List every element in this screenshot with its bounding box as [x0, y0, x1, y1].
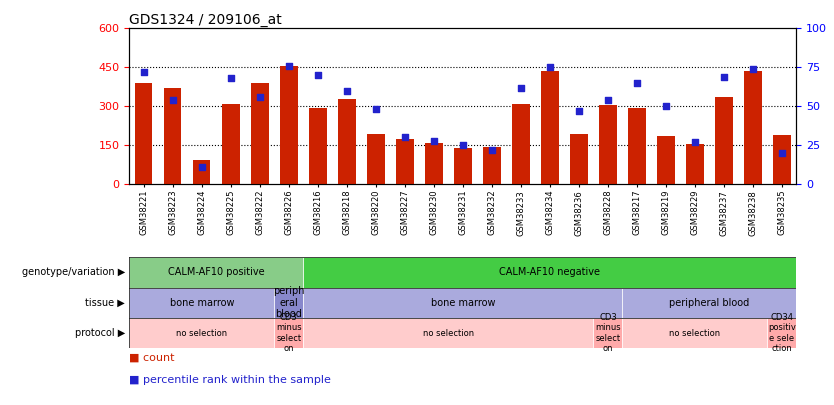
Point [137, 69, 150, 75]
Text: CALM-AF10 positive: CALM-AF10 positive [168, 267, 264, 277]
Bar [483, 147, 500, 184]
Bar [599, 105, 616, 184]
Point [427, 137, 440, 144]
Text: genotype/variation ▶: genotype/variation ▶ [22, 267, 125, 277]
Point [515, 84, 528, 91]
Bar [657, 136, 675, 184]
Bar [744, 71, 761, 184]
Point [369, 106, 383, 113]
Bar [135, 83, 153, 184]
Bar [594, 318, 622, 348]
Text: no selection: no selection [423, 328, 474, 338]
Text: CD3
minus
select
on: CD3 minus select on [276, 313, 302, 353]
Point [254, 94, 267, 100]
Bar [164, 88, 182, 184]
Text: no selection: no selection [670, 328, 721, 338]
Bar [304, 318, 594, 348]
Bar [129, 257, 304, 288]
Bar [304, 257, 796, 288]
Point [456, 142, 470, 149]
Point [601, 97, 615, 103]
Point [166, 97, 179, 103]
Text: GDS1324 / 209106_at: GDS1324 / 209106_at [129, 13, 282, 27]
Point [746, 66, 760, 72]
Bar [274, 288, 304, 318]
Bar [512, 104, 530, 184]
Text: ■ count: ■ count [129, 352, 175, 362]
Bar [773, 135, 791, 184]
Point [688, 139, 701, 145]
Bar [251, 83, 269, 184]
Bar [274, 318, 304, 348]
Bar [570, 134, 588, 184]
Bar [541, 71, 559, 184]
Text: ■ percentile rank within the sample: ■ percentile rank within the sample [129, 375, 331, 385]
Bar [425, 143, 443, 184]
Bar [686, 144, 704, 184]
Point [572, 108, 585, 114]
Point [398, 134, 411, 141]
Bar [193, 160, 210, 184]
Point [659, 103, 672, 110]
Point [776, 150, 789, 156]
Bar [455, 148, 471, 184]
Bar [222, 104, 239, 184]
Point [717, 73, 731, 80]
Text: tissue ▶: tissue ▶ [85, 298, 125, 308]
Point [543, 64, 556, 70]
Text: periph
eral
blood: periph eral blood [273, 286, 304, 319]
Text: CD3
minus
select
on: CD3 minus select on [595, 313, 620, 353]
Text: protocol ▶: protocol ▶ [75, 328, 125, 338]
Bar [767, 318, 796, 348]
Bar [304, 288, 622, 318]
Text: CALM-AF10 negative: CALM-AF10 negative [500, 267, 600, 277]
Point [340, 87, 354, 94]
Point [195, 164, 208, 171]
Bar [396, 139, 414, 184]
Text: CD34
positiv
e sele
ction: CD34 positiv e sele ction [768, 313, 796, 353]
Point [631, 80, 644, 86]
Bar [716, 97, 732, 184]
Bar [129, 288, 274, 318]
Point [485, 147, 499, 153]
Bar [338, 98, 355, 184]
Bar [280, 66, 298, 184]
Bar [622, 318, 767, 348]
Bar [309, 108, 327, 184]
Bar [622, 288, 796, 318]
Text: bone marrow: bone marrow [430, 298, 495, 308]
Text: peripheral blood: peripheral blood [670, 298, 750, 308]
Text: bone marrow: bone marrow [169, 298, 234, 308]
Point [282, 62, 295, 69]
Bar [367, 134, 384, 184]
Text: no selection: no selection [176, 328, 228, 338]
Bar [129, 318, 274, 348]
Point [224, 75, 238, 81]
Point [311, 72, 324, 78]
Bar [628, 108, 646, 184]
